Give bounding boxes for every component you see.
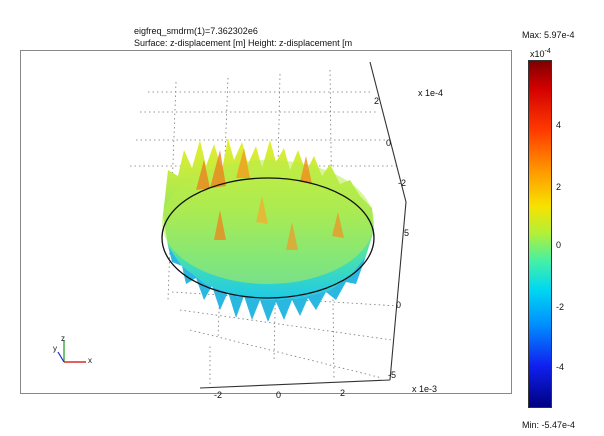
- colorbar-min-label: Min: -5.47e-4: [522, 420, 576, 430]
- triad-z-label: z: [61, 334, 65, 343]
- surface-disc: [161, 138, 375, 322]
- colorbar-exponent: x10-4: [530, 48, 551, 59]
- z-tick-2: 2: [374, 96, 379, 106]
- z-axis-multiplier: x 1e-4: [418, 88, 444, 98]
- triad-x-label: x: [88, 356, 92, 365]
- x-tick-2: 2: [340, 388, 345, 398]
- colorbar-tick-neg4: -4: [556, 362, 565, 372]
- triad-y-label: y: [53, 344, 57, 353]
- z-tick-0: 0: [386, 138, 391, 148]
- colorbar-exponent-power: -4: [544, 48, 551, 55]
- plot-subtitle: Surface: z-displacement [m] Height: z-di…: [134, 38, 353, 48]
- colorbar-tick-0: 0: [556, 240, 562, 250]
- axis-triad-icon: [57, 340, 86, 363]
- colorbar-max-label: Max: 5.97e-4: [522, 30, 575, 40]
- y-tick-0: 0: [396, 300, 401, 310]
- axis-lines: [199, 61, 407, 389]
- y-tick-5: 5: [404, 228, 409, 238]
- y-tick-neg5: -5: [388, 370, 396, 380]
- colorbar-tick-neg2: -2: [556, 302, 565, 312]
- colorbar: [528, 60, 552, 408]
- colorbar-tick-4: 4: [556, 120, 562, 130]
- z-tick-neg2: -2: [398, 178, 406, 188]
- plot-title: eigfreq_smdrm(1)=7.362302e6: [134, 26, 258, 36]
- x-tick-0: 0: [276, 390, 281, 400]
- x-axis-multiplier: x 1e-3: [412, 384, 438, 394]
- colorbar-tick-2: 2: [556, 182, 562, 192]
- x-tick-neg2: -2: [214, 390, 222, 400]
- colorbar-exponent-base: x10: [530, 49, 545, 59]
